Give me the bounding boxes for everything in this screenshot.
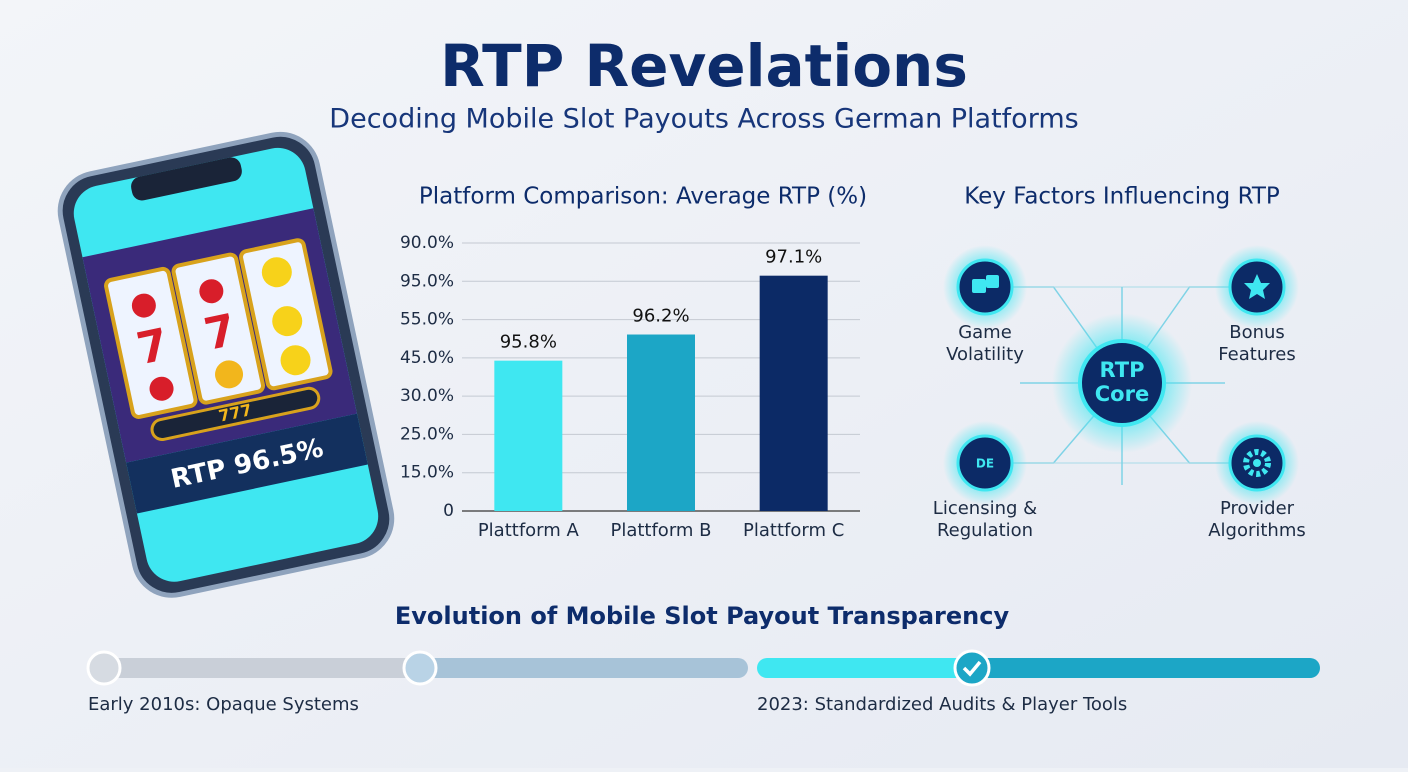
- timeline-start: Early 2010s: Opaque Systems: [88, 694, 359, 715]
- x-tick-label: Plattform C: [743, 520, 844, 541]
- bar-chart: 90.0% 95.0% 55.0% 45.0% 30.0% 25.0% 15.0% 0 95.8…: [400, 233, 860, 541]
- phone: 7 7 777 RTP 96.5%: [57, 131, 395, 598]
- rtp-banner: [126, 413, 368, 514]
- lemon: [280, 345, 311, 376]
- cherry: [199, 279, 224, 304]
- value-label: 96.2%: [632, 306, 689, 327]
- cherry: [131, 293, 156, 318]
- node-label: Bonus: [1229, 322, 1285, 343]
- y-tick-label: 0: [443, 501, 454, 521]
- lemon: [272, 306, 303, 337]
- node-label: Regulation: [937, 520, 1033, 541]
- bar: [759, 275, 828, 511]
- y-tick-label: 55.0%: [400, 310, 454, 330]
- reel: [171, 252, 266, 405]
- timeline-segment: [960, 658, 1320, 678]
- value-label: 97.1%: [765, 247, 822, 268]
- core: [1078, 339, 1166, 427]
- timeline-dot: [86, 650, 122, 686]
- timeline-title: Evolution of Mobile Slot Payout Transpar…: [395, 602, 1010, 630]
- y-tick-label: 30.0%: [400, 386, 454, 406]
- bar: [627, 334, 695, 511]
- y-tick-label: 90.0%: [400, 233, 454, 253]
- y-tick-label: 45.0%: [400, 348, 454, 368]
- shield-icon: DE: [976, 457, 994, 471]
- dice-icon: [972, 279, 986, 293]
- node-label: Licensing &: [933, 498, 1037, 519]
- check-icon: [962, 660, 982, 677]
- node-label: Features: [1218, 344, 1295, 365]
- dice-icon: [986, 275, 999, 288]
- notch: [131, 157, 242, 201]
- chart-title: Platform Comparison: Average RTP (%): [419, 184, 867, 210]
- y-tick-label: 15.0%: [400, 463, 454, 483]
- reel: [104, 266, 198, 419]
- gear-icon: [1243, 449, 1271, 477]
- timeline-end: 2023: Standardized Audits & Player Tools: [757, 694, 1127, 715]
- core-label: RTP: [1100, 358, 1145, 382]
- timeline-segment: [757, 658, 972, 678]
- star-icon: [1244, 274, 1270, 299]
- timeline-dot: [402, 650, 438, 686]
- timeline: [86, 649, 1320, 687]
- node-label: Algorithms: [1208, 520, 1306, 541]
- value-label: 95.8%: [500, 332, 557, 353]
- y-tick-label: 95.0%: [400, 271, 454, 291]
- node-label: Game: [958, 322, 1012, 343]
- bell: [215, 360, 244, 389]
- node-icon: [956, 434, 1014, 492]
- title: RTP Revelations: [440, 32, 968, 100]
- subtitle: Decoding Mobile Slot Payouts Across Germ…: [329, 104, 1078, 135]
- node-label: Provider: [1220, 498, 1295, 519]
- lemon: [261, 257, 292, 288]
- x-tick-label: Plattform B: [610, 520, 711, 541]
- reel-bar: [150, 386, 321, 442]
- cherry: [149, 376, 174, 401]
- y-tick-label: 25.0%: [400, 424, 454, 444]
- gear-icon: [1253, 459, 1261, 467]
- timeline-segment: [90, 658, 420, 678]
- bar: [494, 360, 563, 511]
- timeline-segment: [420, 658, 748, 678]
- factors-title: Key Factors Influencing RTP: [964, 184, 1280, 210]
- x-tick-label: Plattform A: [478, 520, 580, 541]
- core-label: Core: [1095, 382, 1149, 406]
- node-label: Volatility: [946, 344, 1024, 365]
- timeline-check: [953, 649, 991, 687]
